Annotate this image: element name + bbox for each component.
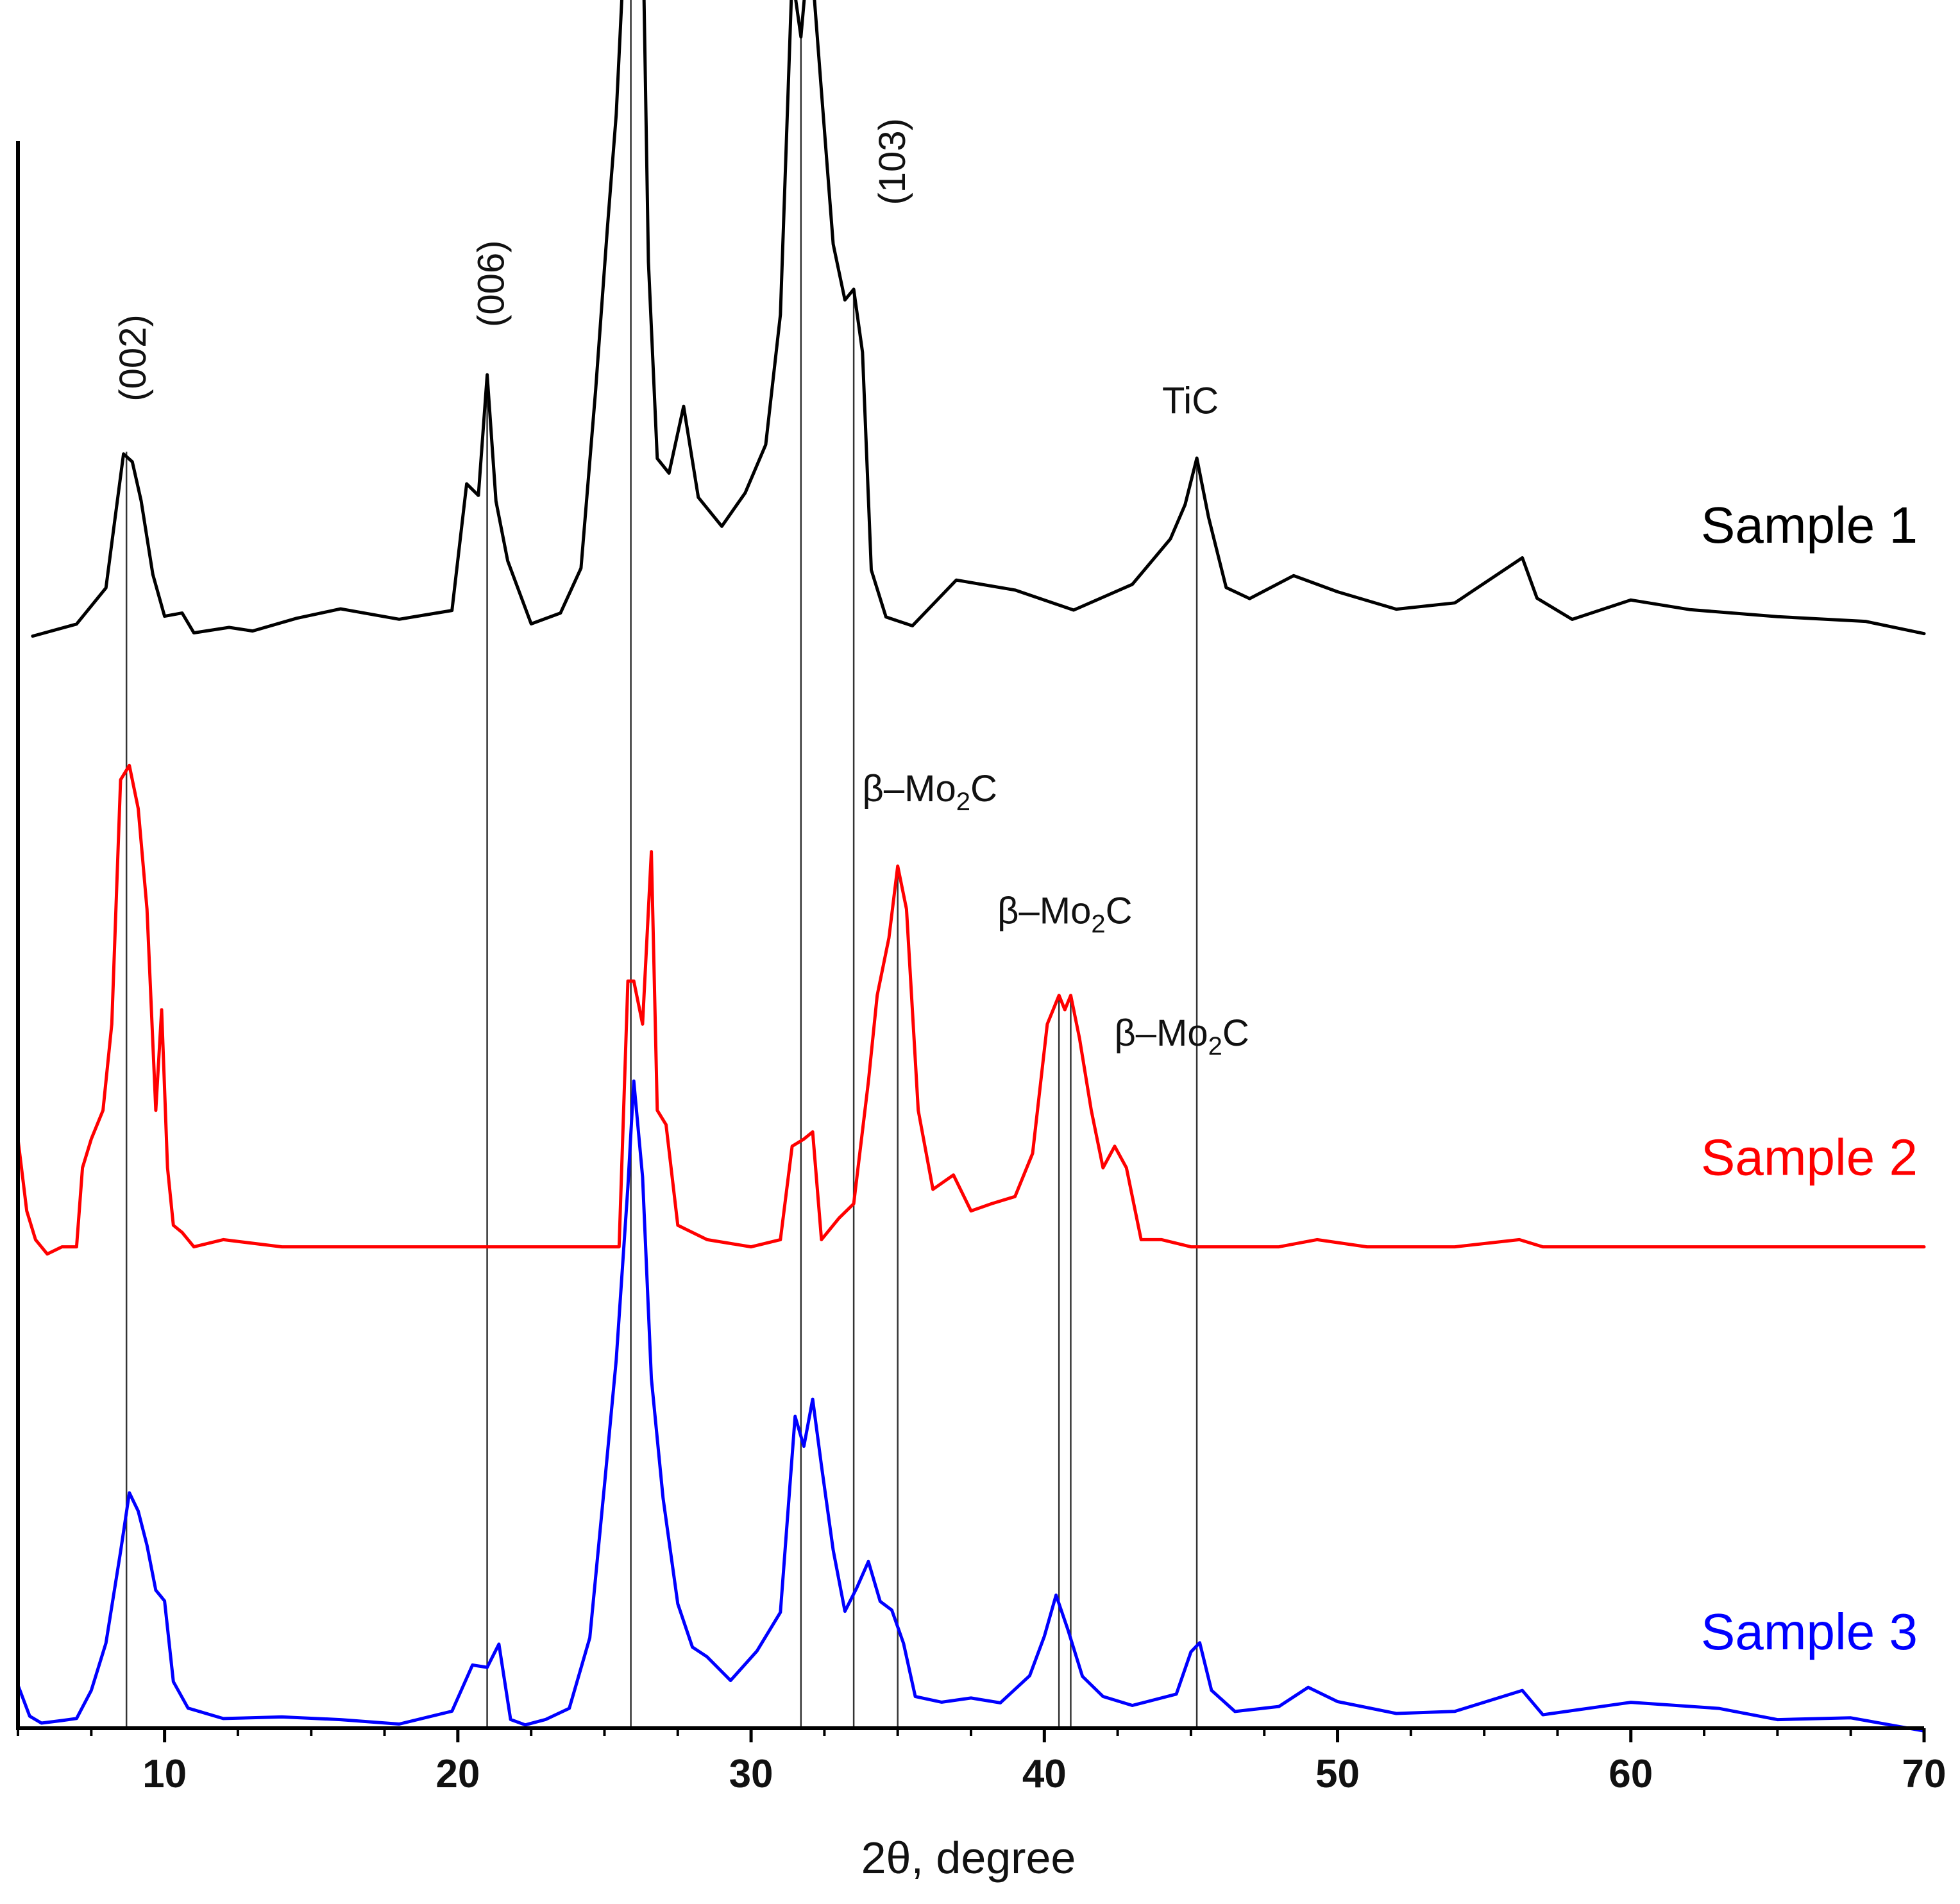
peak-label-main: β–Mo [997,890,1091,932]
peak-label-main: β–Mo [863,768,956,810]
peak-label-mo2c: β–Mo2C [997,890,1132,939]
axes [16,141,1924,1730]
x-axis-title: 2θ, degree [861,1833,1076,1883]
x-tick-label: 30 [729,1752,773,1796]
peak-label-subscript: 2 [1208,1032,1222,1060]
peak-label-subscript: 2 [956,788,970,816]
peak-label-mo2c: β–Mo2C [863,768,997,816]
series-labels: Sample 1 Sample 2 Sample 3 [1701,497,1918,1660]
series-line-2 [16,763,1926,1256]
peak-label: TiC [1162,380,1219,421]
x-tick-label: 20 [435,1752,480,1796]
peak-label: (006) [471,241,512,327]
peak-label-tail: C [970,768,997,810]
series-traces [16,0,1926,1733]
peak-label-mo2c: β–Mo2C [1114,1012,1249,1060]
x-tick-label: 70 [1902,1752,1947,1796]
peak-label: (002) [112,314,154,401]
peak-label-tail: C [1222,1012,1249,1054]
peak-labels: (002)(006)(008)TiC(103)TiCβ–Mo2Cβ–Mo2Cβ–… [112,118,1249,1060]
reference-lines [125,0,1198,1728]
series-label-3: Sample 3 [1701,1603,1918,1660]
series-label-2: Sample 2 [1701,1129,1918,1186]
x-tick-label: 40 [1022,1752,1067,1796]
peak-label: (103) [872,118,913,205]
peak-label-subscript: 2 [1091,910,1105,939]
series-line-3 [16,1079,1926,1733]
x-tick-label: 10 [142,1752,187,1796]
series-line-1 [31,0,1926,638]
x-ticks: 10 20 30 40 50 60 70 [17,1728,1947,1796]
peak-label-main: β–Mo [1114,1012,1208,1054]
peak-label-tail: C [1106,890,1133,932]
series-label-1: Sample 1 [1701,497,1918,554]
x-tick-label: 60 [1609,1752,1653,1796]
x-tick-label: 50 [1315,1752,1360,1796]
